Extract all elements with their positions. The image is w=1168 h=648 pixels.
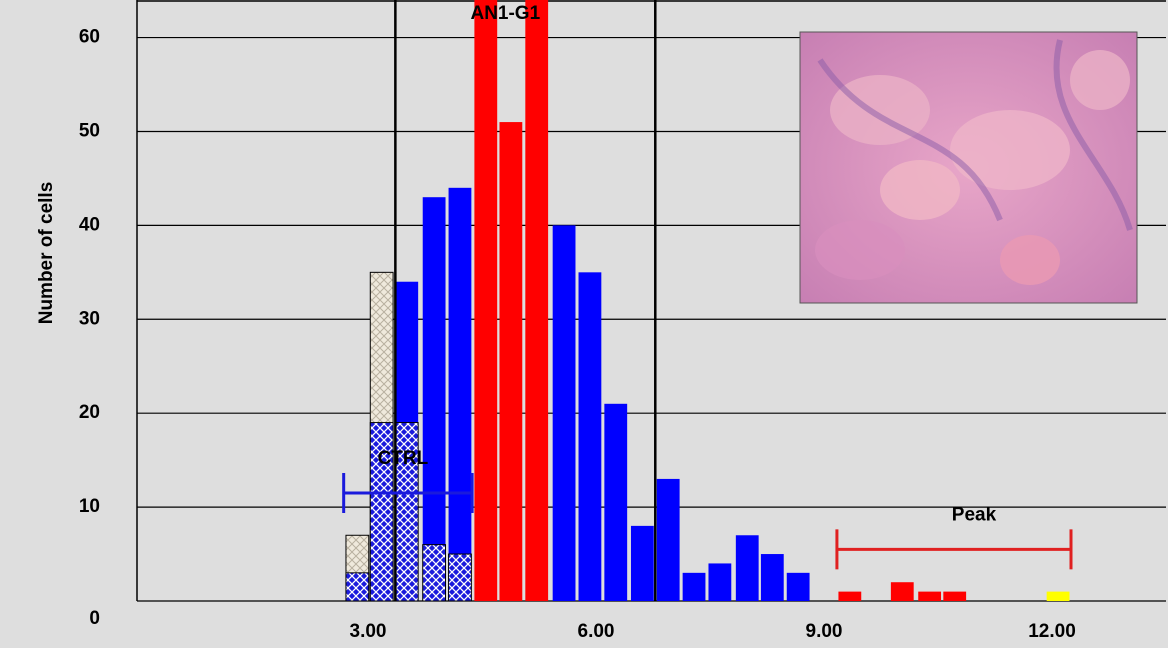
y-axis-label: Number of cells xyxy=(36,182,57,325)
bar xyxy=(630,525,654,601)
bar xyxy=(735,535,759,601)
bar xyxy=(708,563,732,601)
x-tick-label: 3.00 xyxy=(350,621,387,642)
y-tick-label: 40 xyxy=(79,214,100,235)
range-marker xyxy=(835,529,1073,570)
range-marker xyxy=(342,473,474,514)
range-label: Peak xyxy=(952,504,997,525)
bar xyxy=(918,591,942,601)
bar xyxy=(890,582,914,601)
bar xyxy=(422,197,446,601)
bar xyxy=(578,272,602,601)
bar xyxy=(838,591,862,601)
y-tick-label: 30 xyxy=(79,308,100,329)
bar xyxy=(786,572,810,601)
bar xyxy=(345,572,370,602)
bar xyxy=(448,187,472,601)
y-tick-label: 10 xyxy=(79,496,100,517)
bar xyxy=(499,122,523,601)
bar xyxy=(682,572,706,601)
bar xyxy=(369,422,394,602)
y-tick-label: 50 xyxy=(79,120,100,141)
y-tick-label: 20 xyxy=(79,402,100,423)
bar xyxy=(943,591,967,601)
x-tick-label: 12.00 xyxy=(1028,621,1076,642)
bar xyxy=(422,544,447,602)
bar xyxy=(760,554,784,601)
bar xyxy=(656,478,680,601)
bar xyxy=(525,0,549,601)
y-tick-label: 0 xyxy=(89,608,100,629)
bar xyxy=(474,0,498,601)
bar xyxy=(1046,591,1070,601)
range-label: CTRL xyxy=(378,448,429,469)
x-tick-label: 6.00 xyxy=(578,621,615,642)
bar xyxy=(604,403,628,601)
x-tick-label: 9.00 xyxy=(806,621,843,642)
bar xyxy=(552,225,576,601)
histology-inset xyxy=(799,31,1138,304)
y-tick-label: 60 xyxy=(79,27,100,48)
bar xyxy=(448,553,472,602)
gate-label: AN1-G1 xyxy=(470,3,540,24)
